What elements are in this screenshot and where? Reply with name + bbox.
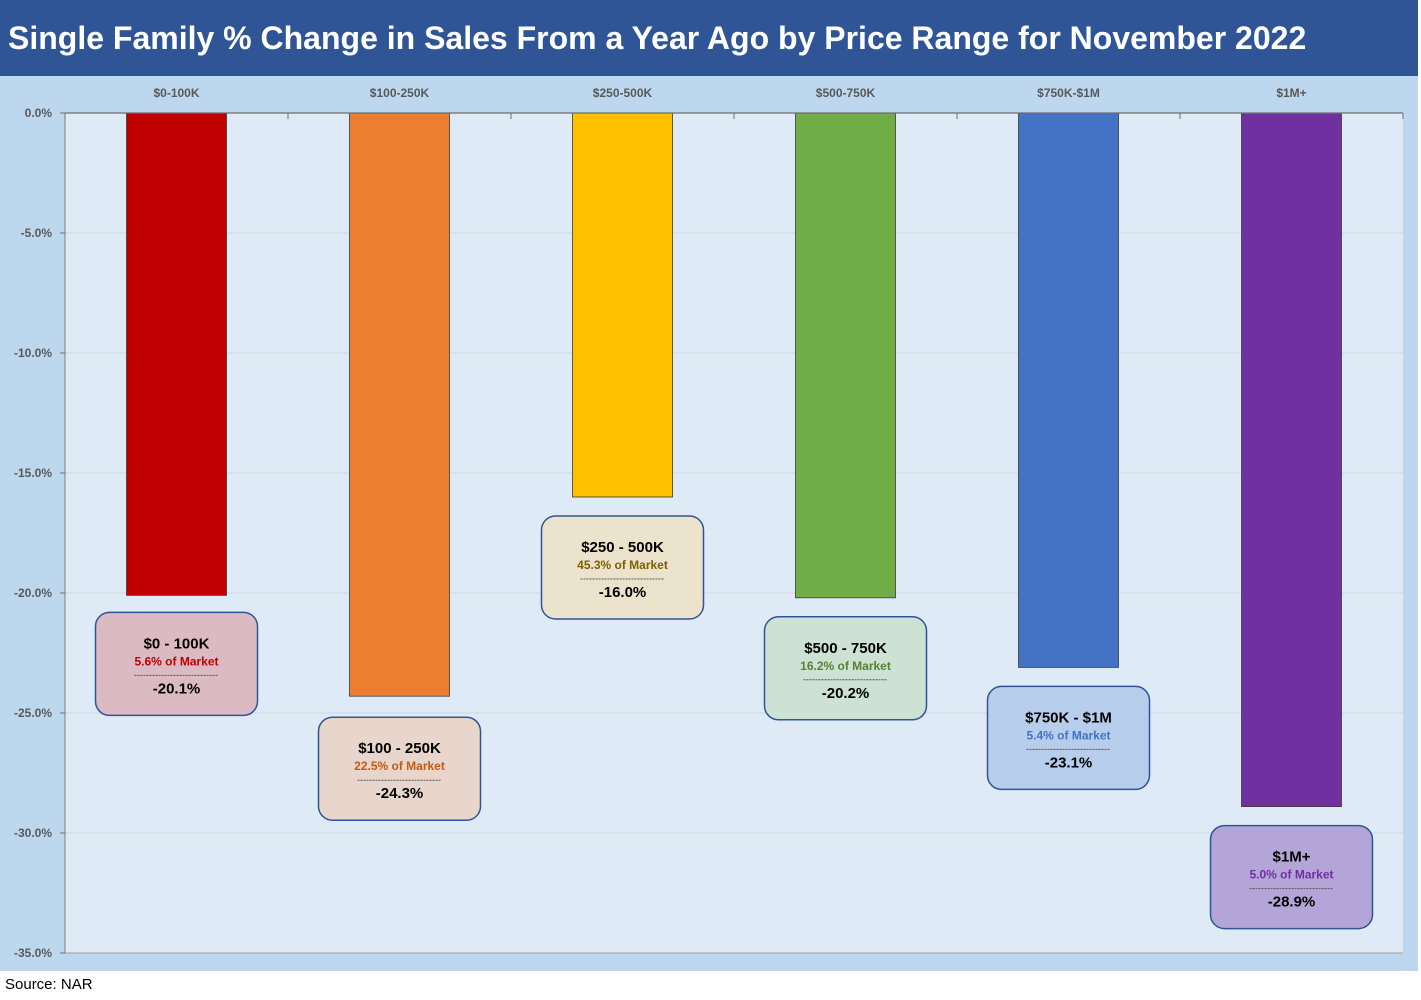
annotation-value: -24.3% [376,785,424,802]
annotation-market-share: 22.5% of Market [354,759,445,773]
plot-area [65,113,1403,953]
bar [795,112,896,599]
y-tick-label: -30.0% [14,826,52,840]
annotation-box [317,716,482,821]
x-category-label: $250-500K [593,86,653,100]
x-category-label: $750K-$1M [1037,86,1100,100]
x-category-label: $0-100K [153,86,199,100]
bar [126,112,227,596]
annotation-value: -20.1% [153,680,201,697]
x-category-label: $100-250K [370,86,430,100]
annotation-market-share: 5.6% of Market [134,654,218,668]
annotation-market-share: 16.2% of Market [800,659,891,673]
y-tick-label: -10.0% [14,346,52,360]
annotation-box [1209,824,1374,930]
annotation-market-share: 5.4% of Market [1026,728,1110,742]
y-tick-label: -20.0% [14,586,52,600]
annotation-value: -23.1% [1045,754,1093,771]
annotation-value: -20.2% [822,685,870,702]
annotation-heading: $250 - 500K [581,539,664,556]
annotation-heading: $500 - 750K [804,640,887,657]
right-edge [1418,0,1421,972]
annotation-market-share: 45.3% of Market [577,558,668,572]
annotation-value: -28.9% [1268,894,1316,911]
bar [572,112,673,498]
chart-title: Single Family % Change in Sales From a Y… [8,20,1307,56]
y-tick-label: -25.0% [14,706,52,720]
annotation-box [763,616,928,721]
y-tick-label: -5.0% [21,226,53,240]
annotation-box [986,685,1151,791]
annotation-market-share: 5.0% of Market [1249,868,1333,882]
annotation-box [540,515,705,620]
source-note: Source: NAR [5,976,93,993]
annotation-heading: $750K - $1M [1025,709,1112,726]
bar [1018,112,1119,668]
y-tick-label: 0.0% [25,106,53,120]
annotation-heading: $1M+ [1273,849,1311,866]
annotation-heading: $0 - 100K [144,635,210,652]
annotation-heading: $100 - 250K [358,740,441,757]
y-tick-label: -15.0% [14,466,52,480]
annotation-box [94,611,259,717]
bar [349,112,450,697]
title-bar: Single Family % Change in Sales From a Y… [0,0,1418,76]
annotation-value: -16.0% [599,584,647,601]
y-tick-label: -35.0% [14,946,52,960]
bar [1241,112,1342,807]
x-category-label: $500-750K [816,86,876,100]
x-category-label: $1M+ [1276,86,1306,100]
